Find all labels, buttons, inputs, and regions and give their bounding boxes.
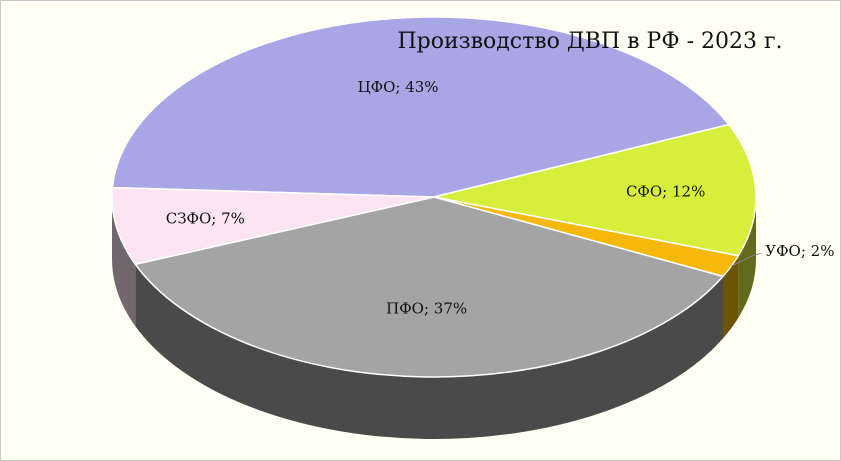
pie-side-СЗФО	[112, 197, 136, 327]
pie-side-ПФО	[135, 264, 723, 440]
pie-slice-СФО	[433, 123, 757, 257]
pie-sides	[112, 197, 756, 440]
leader-line-УФО	[731, 252, 762, 267]
leader-lines	[731, 252, 762, 267]
pie-slice-СЗФО	[111, 186, 435, 266]
pie-slices	[111, 16, 757, 378]
chart-title: Производство ДВП в РФ - 2023 г.	[397, 29, 782, 54]
data-label-ПФО: ПФО; 37%	[386, 300, 467, 318]
pie-slice-ПФО	[134, 196, 724, 378]
data-label-ЦФО: ЦФО; 43%	[358, 78, 439, 96]
data-label-СЗФО: СЗФО; 7%	[166, 209, 245, 227]
data-labels: ЦФО; 43% СФО; 12% УФО; 2% ПФО; 37% СЗФО; 7%	[166, 78, 835, 317]
pie-side-УФО	[722, 255, 739, 339]
data-label-СФО: СФО; 12%	[626, 183, 705, 201]
pie-slice-ЦФО	[111, 16, 730, 198]
data-label-УФО: УФО; 2%	[765, 242, 834, 260]
